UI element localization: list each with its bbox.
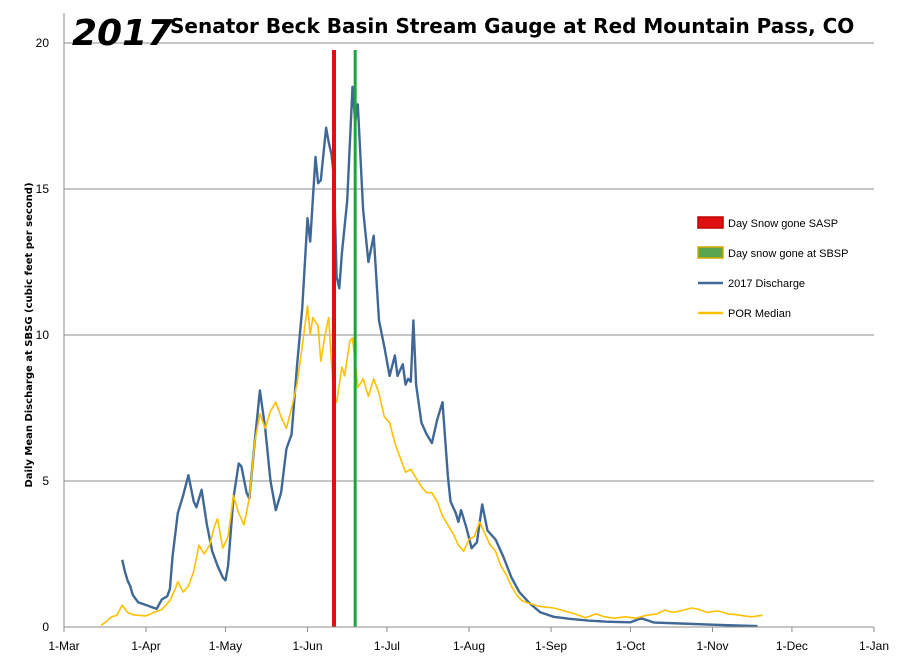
legend: Day Snow gone SASP Day snow gone at SBSP 2…	[697, 216, 848, 320]
y-tick-labels: 0 5 10 15 20	[36, 36, 50, 634]
chart-title-year: 2017	[72, 13, 172, 54]
x-tick-label: 1-Sep	[535, 639, 567, 653]
legend-swatch	[697, 246, 724, 259]
legend-label: POR Median	[728, 308, 791, 320]
y-tick-label: 20	[36, 36, 50, 50]
legend-label: Day Snow gone SASP	[728, 218, 838, 230]
x-tick-label: 1-Apr	[131, 639, 160, 653]
x-tick-labels: 1-Mar 1-Apr 1-May 1-Jun 1-Jul 1-Aug 1-Sep 1-Oct…	[48, 627, 889, 653]
x-tick-label: 1-Oct	[616, 639, 646, 653]
x-tick-label: 1-May	[209, 639, 242, 653]
y-tick-label: 5	[42, 474, 49, 488]
series-line-2017-discharge	[121, 85, 758, 628]
x-tick-label: 1-Dec	[776, 639, 808, 653]
series-line-por-median	[100, 304, 763, 627]
y-tick-label: 15	[36, 182, 50, 196]
event-lines	[332, 50, 357, 627]
y-axis-label: Daily Mean Discharge at SBSG (cubic feet…	[24, 182, 35, 487]
chart-title: Senator Beck Basin Stream Gauge at Red M…	[170, 14, 854, 38]
x-tick-label: 1-Nov	[697, 639, 729, 653]
y-tick-label: 0	[42, 620, 49, 634]
y-tick-label: 10	[36, 328, 50, 342]
series-layer	[100, 85, 763, 628]
legend-swatch	[697, 216, 724, 229]
x-tick-label: 1-Jun	[293, 639, 323, 653]
gridlines	[64, 42, 874, 482]
x-tick-label: 1-Mar	[48, 639, 79, 653]
x-tick-label: 1-Aug	[453, 639, 485, 653]
x-tick-label: 1-Jul	[374, 639, 400, 653]
legend-label: 2017 Discharge	[728, 278, 805, 290]
x-tick-label: 1-Jan	[859, 639, 889, 653]
legend-label: Day snow gone at SBSP	[728, 248, 848, 260]
